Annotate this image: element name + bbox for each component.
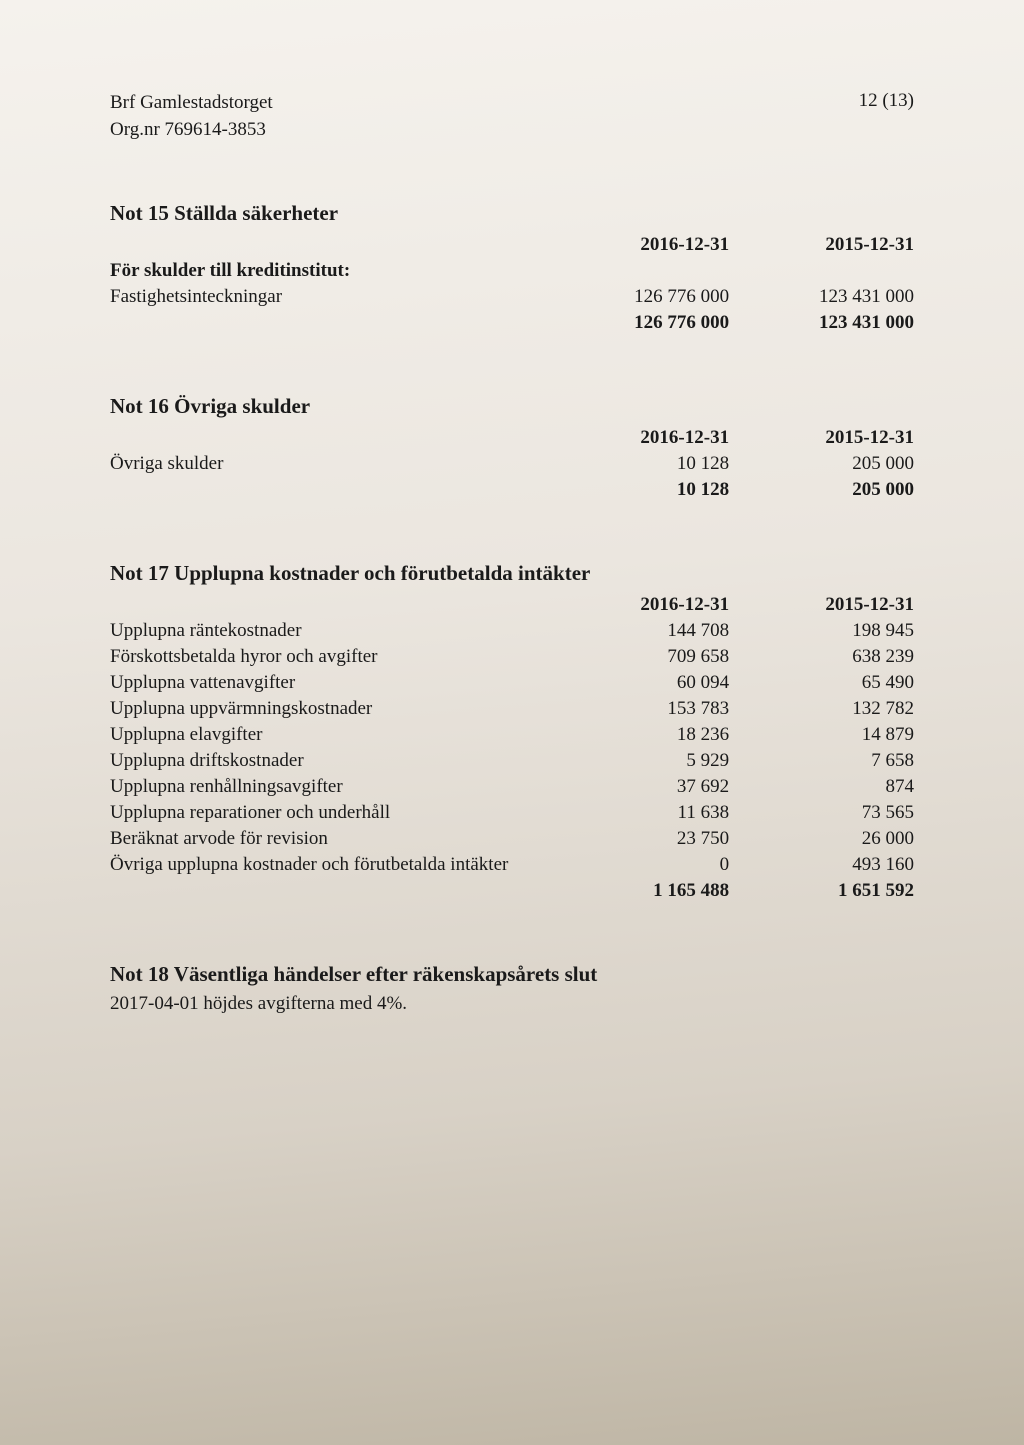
note-15-title: Not 15 Ställda säkerheter (110, 201, 914, 226)
row-label: Upplupna uppvärmningskostnader (110, 696, 544, 722)
row-label: Beräknat arvode för revision (110, 826, 544, 852)
row-value: 153 783 (544, 696, 729, 722)
page-header: Brf Gamlestadstorget Org.nr 769614-3853 … (110, 90, 914, 143)
row-label: Fastighetsinteckningar (110, 284, 544, 310)
org-number: Org.nr 769614-3853 (110, 117, 273, 144)
row-value: 60 094 (544, 670, 729, 696)
total-value: 123 431 000 (729, 310, 914, 336)
row-value: 37 692 (544, 774, 729, 800)
row-value: 65 490 (729, 670, 914, 696)
row-value: 10 128 (544, 451, 729, 477)
row-label: Upplupna driftskostnader (110, 748, 544, 774)
note-15-table: 2016-12-31 2015-12-31 För skulder till k… (110, 232, 914, 336)
row-value: 5 929 (544, 748, 729, 774)
col-header-2016: 2016-12-31 (544, 592, 729, 618)
row-value: 144 708 (544, 618, 729, 644)
total-row: 126 776 000 123 431 000 (110, 310, 914, 336)
table-row: Upplupna driftskostnader5 9297 658 (110, 748, 914, 774)
total-value: 205 000 (729, 477, 914, 503)
row-value: 123 431 000 (729, 284, 914, 310)
row-label: Upplupna renhållningsavgifter (110, 774, 544, 800)
table-row: Övriga upplupna kostnader och förutbetal… (110, 852, 914, 878)
row-value: 198 945 (729, 618, 914, 644)
row-label: Förskottsbetalda hyror och avgifter (110, 644, 544, 670)
table-row: Förskottsbetalda hyror och avgifter709 6… (110, 644, 914, 670)
table-row: Fastighetsinteckningar 126 776 000 123 4… (110, 284, 914, 310)
org-block: Brf Gamlestadstorget Org.nr 769614-3853 (110, 90, 273, 143)
total-value: 126 776 000 (544, 310, 729, 336)
row-value: 18 236 (544, 722, 729, 748)
table-row: Beräknat arvode för revision23 75026 000 (110, 826, 914, 852)
col-header-2015: 2015-12-31 (729, 425, 914, 451)
note-15: Not 15 Ställda säkerheter 2016-12-31 201… (110, 201, 914, 336)
row-label: Upplupna räntekostnader (110, 618, 544, 644)
table-row: Upplupna uppvärmningskostnader153 783132… (110, 696, 914, 722)
note-16-title: Not 16 Övriga skulder (110, 394, 914, 419)
row-label: Övriga skulder (110, 451, 544, 477)
total-row: 1 165 488 1 651 592 (110, 878, 914, 904)
table-row: Upplupna vattenavgifter60 09465 490 (110, 670, 914, 696)
row-value: 493 160 (729, 852, 914, 878)
row-value: 26 000 (729, 826, 914, 852)
org-name: Brf Gamlestadstorget (110, 90, 273, 117)
row-value: 205 000 (729, 451, 914, 477)
row-value: 126 776 000 (544, 284, 729, 310)
row-label: Upplupna elavgifter (110, 722, 544, 748)
table-row: Upplupna räntekostnader144 708198 945 (110, 618, 914, 644)
row-value: 0 (544, 852, 729, 878)
note-15-subhead: För skulder till kreditinstitut: (110, 258, 544, 284)
row-label: Upplupna reparationer och underhåll (110, 800, 544, 826)
page-number: 12 (13) (859, 90, 914, 143)
note-16: Not 16 Övriga skulder 2016-12-31 2015-12… (110, 394, 914, 503)
table-row: Upplupna renhållningsavgifter37 692874 (110, 774, 914, 800)
table-row: Upplupna elavgifter18 23614 879 (110, 722, 914, 748)
row-value: 874 (729, 774, 914, 800)
row-value: 23 750 (544, 826, 729, 852)
col-header-2016: 2016-12-31 (544, 425, 729, 451)
row-value: 11 638 (544, 800, 729, 826)
row-value: 14 879 (729, 722, 914, 748)
row-value: 132 782 (729, 696, 914, 722)
total-value: 1 165 488 (544, 878, 729, 904)
table-row: Upplupna reparationer och underhåll11 63… (110, 800, 914, 826)
note-18-body: 2017-04-01 höjdes avgifterna med 4%. (110, 993, 914, 1015)
col-header-2015: 2015-12-31 (729, 592, 914, 618)
row-value: 7 658 (729, 748, 914, 774)
total-value: 1 651 592 (729, 878, 914, 904)
col-header-2015: 2015-12-31 (729, 232, 914, 258)
row-label: Upplupna vattenavgifter (110, 670, 544, 696)
note-17: Not 17 Upplupna kostnader och förutbetal… (110, 561, 914, 904)
note-18-title: Not 18 Väsentliga händelser efter räkens… (110, 962, 914, 987)
note-16-table: 2016-12-31 2015-12-31 Övriga skulder 10 … (110, 425, 914, 503)
total-row: 10 128 205 000 (110, 477, 914, 503)
table-row: Övriga skulder 10 128 205 000 (110, 451, 914, 477)
row-label: Övriga upplupna kostnader och förutbetal… (110, 852, 544, 878)
note-17-title: Not 17 Upplupna kostnader och förutbetal… (110, 561, 914, 586)
col-header-2016: 2016-12-31 (544, 232, 729, 258)
row-value: 638 239 (729, 644, 914, 670)
row-value: 709 658 (544, 644, 729, 670)
document-page: Brf Gamlestadstorget Org.nr 769614-3853 … (0, 0, 1024, 1015)
row-value: 73 565 (729, 800, 914, 826)
total-value: 10 128 (544, 477, 729, 503)
note-18: Not 18 Väsentliga händelser efter räkens… (110, 962, 914, 1015)
note-17-table: 2016-12-31 2015-12-31 Upplupna räntekost… (110, 592, 914, 904)
